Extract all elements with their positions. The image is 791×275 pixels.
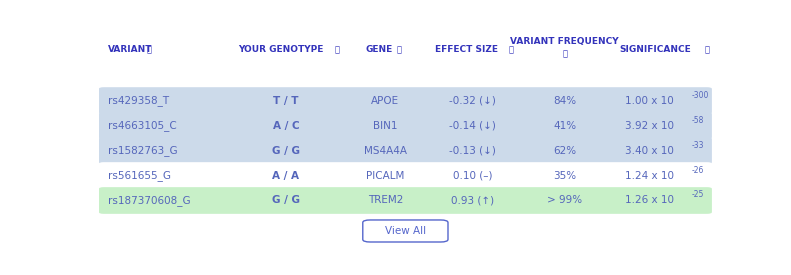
Text: -0.13 (↓): -0.13 (↓) <box>449 145 496 156</box>
Text: ⓘ: ⓘ <box>509 45 513 54</box>
Text: View All: View All <box>385 226 426 236</box>
Text: TREM2: TREM2 <box>368 196 403 205</box>
Text: 0.10 (–): 0.10 (–) <box>453 170 493 180</box>
Text: G / G: G / G <box>272 145 300 156</box>
Text: ⓘ: ⓘ <box>562 50 567 59</box>
Text: 41%: 41% <box>553 120 577 131</box>
Text: ⓘ: ⓘ <box>146 45 152 54</box>
Text: VARIANT: VARIANT <box>108 45 153 54</box>
FancyBboxPatch shape <box>99 162 712 189</box>
Text: MS4A4A: MS4A4A <box>364 145 407 156</box>
Text: rs1582763_G: rs1582763_G <box>108 145 178 156</box>
FancyBboxPatch shape <box>363 220 448 242</box>
Text: -0.32 (↓): -0.32 (↓) <box>449 95 496 106</box>
Text: -58: -58 <box>692 116 704 125</box>
Text: 62%: 62% <box>553 145 577 156</box>
Text: YOUR GENOTYPE: YOUR GENOTYPE <box>238 45 324 54</box>
Text: ⓘ: ⓘ <box>704 45 710 54</box>
Text: 1.24 x 10: 1.24 x 10 <box>625 170 674 180</box>
Text: 0.93 (↑): 0.93 (↑) <box>451 196 494 205</box>
Text: VARIANT FREQUENCY: VARIANT FREQUENCY <box>510 37 619 46</box>
Text: -300: -300 <box>692 90 710 100</box>
Text: 1.26 x 10: 1.26 x 10 <box>625 196 674 205</box>
Text: -25: -25 <box>692 191 704 199</box>
Text: A / A: A / A <box>272 170 299 180</box>
Text: PICALM: PICALM <box>366 170 405 180</box>
Text: A / C: A / C <box>273 120 299 131</box>
Text: rs4663105_C: rs4663105_C <box>108 120 177 131</box>
Text: 3.40 x 10: 3.40 x 10 <box>625 145 673 156</box>
Text: -0.14 (↓): -0.14 (↓) <box>449 120 496 131</box>
Text: EFFECT SIZE: EFFECT SIZE <box>435 45 498 54</box>
Text: 3.92 x 10: 3.92 x 10 <box>625 120 674 131</box>
Text: BIN1: BIN1 <box>373 120 398 131</box>
FancyBboxPatch shape <box>99 87 712 114</box>
Text: ⓘ: ⓘ <box>396 45 402 54</box>
Text: 84%: 84% <box>553 95 577 106</box>
Text: G / G: G / G <box>272 196 300 205</box>
Text: T / T: T / T <box>273 95 298 106</box>
Text: -26: -26 <box>692 166 704 175</box>
Text: rs561655_G: rs561655_G <box>108 170 171 181</box>
Text: GENE: GENE <box>365 45 393 54</box>
Text: rs429358_T: rs429358_T <box>108 95 169 106</box>
Text: -33: -33 <box>692 141 705 150</box>
FancyBboxPatch shape <box>99 112 712 139</box>
FancyBboxPatch shape <box>99 137 712 164</box>
Text: rs187370608_G: rs187370608_G <box>108 195 191 206</box>
Text: 1.00 x 10: 1.00 x 10 <box>625 95 673 106</box>
Text: ⓘ: ⓘ <box>335 45 340 54</box>
Text: APOE: APOE <box>372 95 399 106</box>
Text: SIGNIFICANCE: SIGNIFICANCE <box>619 45 691 54</box>
Text: 35%: 35% <box>553 170 577 180</box>
FancyBboxPatch shape <box>99 187 712 214</box>
Text: > 99%: > 99% <box>547 196 582 205</box>
